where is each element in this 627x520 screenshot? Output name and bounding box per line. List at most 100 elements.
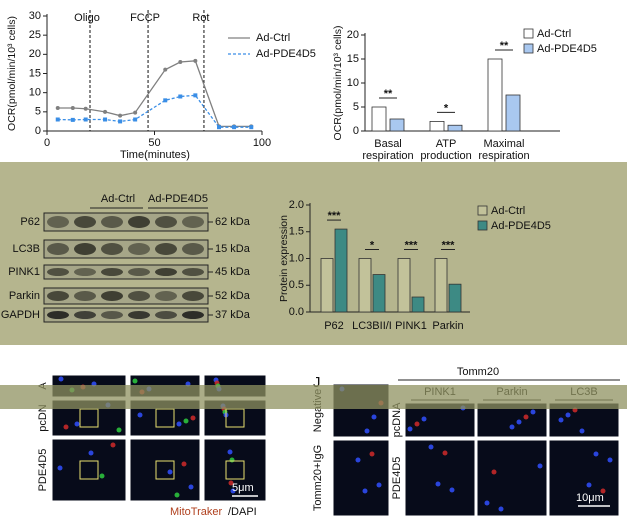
significance-label: *** (328, 210, 342, 222)
cell-signal (523, 414, 529, 420)
micrograph (404, 439, 476, 517)
x-tick-label: production (420, 150, 471, 162)
row-label: pcDN (37, 404, 49, 432)
blot-protein: Parkin (9, 290, 40, 302)
cell-signal (530, 409, 536, 415)
y-tick-label: 5 (353, 101, 359, 113)
x-tick-label: 0 (44, 137, 50, 149)
blot-size: 15 kDa (215, 243, 251, 255)
cell-signal (442, 450, 448, 456)
legend-swatch (523, 28, 534, 39)
blot-protein: GAPDH (1, 309, 40, 321)
x-tick-label: respiration (362, 150, 413, 162)
legend-label: Ad-PDE4D5 (537, 43, 597, 55)
cell-signal (132, 378, 138, 384)
inset-box (225, 460, 245, 480)
blot-band (74, 291, 96, 301)
marker (55, 117, 60, 122)
significance-label: ** (384, 88, 393, 100)
cell-signal (491, 469, 497, 475)
blot-protein: PINK1 (8, 266, 40, 278)
blot-band (155, 291, 177, 301)
cell-signal (57, 465, 63, 471)
y-tick-label: 5 (35, 106, 41, 118)
cell-signal (188, 484, 194, 490)
cell-signal (88, 450, 94, 456)
cell-signal (371, 414, 377, 420)
marker (70, 106, 75, 110)
cell-signal (190, 415, 196, 421)
row-label: pcDNA (391, 402, 403, 438)
y-tick-label: 25 (29, 29, 41, 41)
cell-signal (362, 488, 368, 494)
legend-label: Ad-PDE4D5 (256, 48, 316, 60)
blot-band (128, 243, 150, 255)
blot-band (101, 243, 123, 255)
x-tick-label: 50 (148, 137, 160, 149)
y-axis-label: OCR(pmol/min/10³ cells) (332, 26, 344, 141)
cell-signal (364, 428, 370, 434)
legend-swatch (523, 43, 534, 54)
blot-size: 37 kDa (215, 309, 251, 321)
blot-band (128, 268, 150, 276)
y-tick-label: 15 (29, 67, 41, 79)
marker (163, 98, 168, 103)
row-label: PDE4D5 (391, 457, 403, 500)
panel-letter: J (313, 374, 321, 391)
cell-signal (176, 421, 182, 427)
blot-band (182, 311, 204, 319)
blot-group: Ad-Ctrl (101, 193, 135, 205)
y-tick-label: 2.0 (289, 199, 304, 211)
blot-band (74, 311, 96, 319)
marker (133, 110, 138, 115)
y-tick-label: 10 (29, 87, 41, 99)
blot-band (155, 311, 177, 319)
cell-signal (558, 417, 564, 423)
blot-group: Ad-PDE4D5 (148, 193, 208, 205)
significance-label: *** (405, 239, 419, 251)
y-tick-label: 0.0 (289, 306, 304, 318)
bar (487, 58, 503, 132)
cell-signal (414, 421, 420, 427)
y-tick-label: 1.0 (289, 252, 304, 264)
bar (411, 296, 425, 313)
control-label: Tomm20+IgG (312, 445, 324, 511)
inset-box (155, 460, 175, 480)
y-tick-label: 20 (347, 29, 359, 41)
marker (232, 125, 237, 130)
scale-label: 5μm (232, 482, 254, 494)
blot-band (74, 268, 96, 276)
bar (334, 228, 348, 313)
blot-band (47, 243, 69, 255)
cell-signal (58, 376, 64, 382)
y-tick-label: 10 (347, 77, 359, 89)
x-tick-label: respiration (478, 150, 529, 162)
blot-band (155, 268, 177, 276)
y-tick-label: 0 (353, 125, 359, 137)
blot-band (182, 216, 204, 228)
x-tick-label: PINK1 (395, 320, 427, 332)
group-header: Tomm20 (457, 366, 499, 378)
cell-signal (369, 451, 375, 457)
legend-label: Ad-Ctrl (491, 205, 525, 217)
cell-signal (183, 418, 189, 424)
y-tick-label: 0 (35, 125, 41, 137)
marker (133, 117, 138, 122)
significance-label: * (444, 102, 449, 114)
cell-signal (116, 427, 122, 433)
x-tick-label: P62 (324, 320, 344, 332)
stain-label: /DAPI (228, 506, 257, 518)
overlay-band (0, 385, 627, 409)
x-axis-label: Time(minutes) (120, 149, 190, 161)
cell-signal (137, 412, 143, 418)
bar (372, 274, 386, 313)
y-axis-label: OCR(pmol/min/10³ cells) (6, 16, 18, 131)
blot-protein: P62 (20, 216, 40, 228)
cell-signal (63, 424, 69, 430)
blot-band (74, 243, 96, 255)
bar (371, 106, 387, 132)
cell-signal (498, 506, 504, 512)
blot-band (74, 216, 96, 228)
cell-signal (600, 488, 606, 494)
cell-signal (74, 421, 80, 427)
